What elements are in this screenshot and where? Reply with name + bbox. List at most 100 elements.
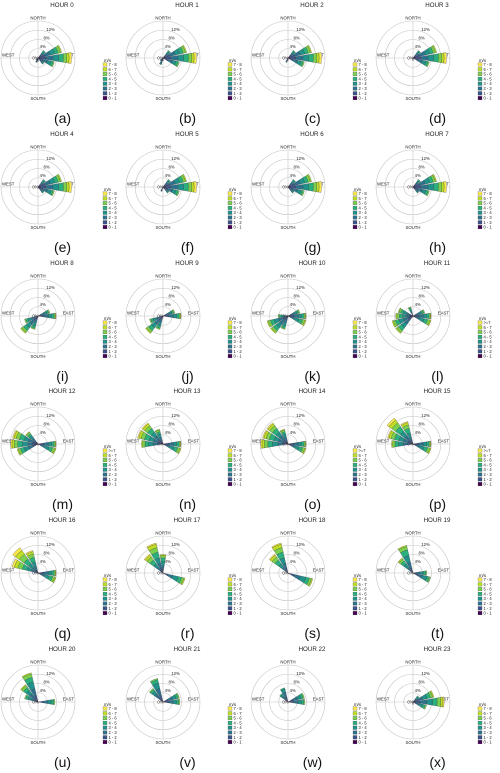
legend-label: 5 - 6: [359, 458, 368, 463]
rose-segment-e: [54, 312, 57, 319]
rose-segment-e: [302, 54, 309, 62]
rose-segment-ne: [42, 50, 46, 54]
direction-label-west: WEST: [127, 310, 140, 315]
direction-label-west: WEST: [252, 439, 265, 444]
wind-rose-svg: HOUR 22 NORTH EAST SOUTH WEST 4% 8% 12% 0% m/s7 -…: [250, 646, 368, 745]
wind-rose-svg: HOUR 9 NORTH EAST SOUTH WEST 4% 8% 12% 0% m/s7 - …: [125, 260, 243, 359]
legend-label: 2 - 3: [109, 472, 118, 477]
rose-segment-ese: [301, 190, 305, 196]
direction-label-south: SOUTH: [155, 354, 170, 359]
ring-label: 12%: [46, 285, 55, 290]
legend-swatch: [227, 740, 233, 745]
legend-swatch: [477, 344, 483, 349]
legend-swatch: [477, 334, 483, 339]
direction-label-north: NORTH: [405, 402, 420, 407]
legend-label: 3 - 4: [359, 81, 368, 86]
legend-swatch: [102, 81, 108, 86]
panel-label: (c): [304, 110, 321, 126]
rose-segment-e: [308, 182, 314, 192]
legend-label: 6 - 7: [359, 67, 368, 72]
legend-label: 1 - 2: [359, 606, 368, 611]
legend-swatch: [352, 205, 358, 210]
panel-label: (n): [178, 496, 197, 513]
rose-segment-s: [37, 60, 39, 62]
legend-unit: m/s: [354, 58, 362, 63]
legend-label: 7 - 8: [109, 320, 118, 325]
legend-label: 4 - 5: [234, 334, 243, 339]
rose-segment-w: [148, 441, 154, 447]
ring-label: 8%: [169, 551, 175, 556]
ring-label: 12%: [296, 285, 305, 290]
direction-label-north: NORTH: [280, 273, 295, 278]
rose-segment-e: [178, 699, 181, 705]
rose-segment-wnw: [262, 430, 267, 439]
rose-segment-ese: [308, 578, 313, 587]
legend-swatch: [102, 477, 108, 482]
ring-label: 8%: [169, 679, 175, 684]
center-label: 0%: [32, 184, 38, 189]
wind-rose-svg: HOUR 16 NORTH EAST SOUTH WEST 4% 8% 12% 0% m/s7 -…: [0, 517, 117, 616]
legend-swatch: [477, 482, 483, 487]
rose-segment-e: [419, 699, 427, 705]
legend-label: 6 - 7: [109, 67, 118, 72]
legend-swatch: [227, 587, 233, 592]
legend-label: 2 - 3: [484, 86, 493, 91]
direction-label-west: WEST: [127, 181, 140, 186]
legend-label: 3 - 4: [109, 339, 118, 344]
legend-swatch: [352, 348, 358, 353]
direction-label-south: SOUTH: [405, 225, 420, 230]
rose-segment-se: [41, 61, 45, 65]
legend-swatch: [352, 740, 358, 745]
rose-segment-e: [173, 441, 177, 447]
rose-segment-e: [293, 700, 299, 704]
direction-label-north: NORTH: [30, 660, 45, 665]
rose-segment-w: [398, 441, 404, 447]
legend-label: 5 - 6: [484, 72, 493, 77]
panel-label: (u): [53, 754, 72, 770]
rose-segment-e: [423, 570, 426, 576]
legend-label: 1 - 2: [484, 735, 493, 740]
rose-segment-e: [303, 699, 306, 705]
rose-segment-nw: [12, 547, 23, 558]
center-label: 0%: [32, 56, 38, 61]
chart-title: HOUR 18: [299, 517, 326, 524]
legend-label: 0 - 1: [109, 482, 118, 487]
legend-unit: m/s: [229, 316, 237, 321]
rose-segment-e: [423, 441, 427, 447]
legend-swatch: [477, 339, 483, 344]
rose-segment-e: [425, 570, 427, 576]
ring-label: 8%: [44, 551, 50, 556]
direction-label-north: NORTH: [155, 273, 170, 278]
legend-swatch: [477, 458, 483, 463]
legend-label: 5 - 6: [359, 329, 368, 334]
legend-label: 2 - 3: [359, 730, 368, 735]
legend-swatch: [102, 482, 108, 487]
rose-segment-ese: [51, 190, 55, 196]
center-label: 0%: [407, 700, 413, 705]
direction-label-south: SOUTH: [155, 611, 170, 616]
ring-label: 12%: [171, 542, 180, 547]
ring-label: 8%: [294, 551, 300, 556]
legend-label: 6 - 7: [359, 196, 368, 201]
legend-label: 3 - 4: [234, 210, 243, 215]
legend-label: 3 - 4: [359, 210, 368, 215]
legend-label: 7 - 8: [234, 320, 243, 325]
chart-title: HOUR 6: [300, 131, 324, 138]
rose-segment-ssw: [285, 61, 288, 63]
legend-swatch: [227, 81, 233, 86]
legend-label: 1 - 2: [109, 91, 118, 96]
direction-label-south: SOUTH: [155, 96, 170, 101]
legend-label: 4 - 5: [484, 205, 493, 210]
legend-swatch: [352, 339, 358, 344]
rose-segment-n: [159, 555, 167, 559]
rose-segment-e: [66, 52, 70, 64]
chart-title: HOUR 15: [424, 388, 451, 395]
legend-swatch: [227, 200, 233, 205]
rose-segment-se: [291, 190, 295, 194]
